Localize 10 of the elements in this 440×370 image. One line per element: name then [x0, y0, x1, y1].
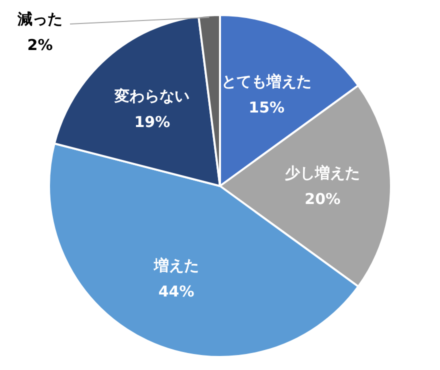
data-label: 15%	[248, 98, 285, 116]
slice-label: 変わらない	[114, 86, 190, 105]
data-label: 19%	[134, 112, 170, 131]
slice-label: 減った	[16, 10, 62, 28]
slice-label: 増えた	[152, 256, 199, 275]
data-label: 2%	[27, 36, 53, 54]
data-label: 20%	[304, 190, 341, 208]
data-label: 44%	[158, 282, 194, 301]
slice-label: とても増えた	[222, 72, 312, 90]
slice-label: 少し増えた	[285, 164, 360, 182]
